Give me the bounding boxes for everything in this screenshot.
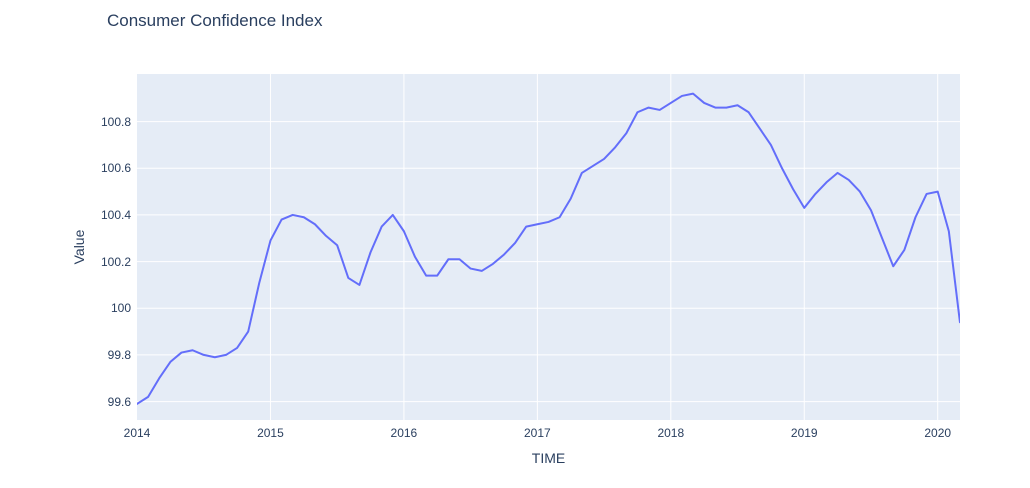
y-tick-label: 100.4 — [100, 207, 131, 222]
x-tick-label: 2019 — [790, 426, 818, 440]
x-tick-label: 2020 — [924, 426, 952, 440]
plot-area[interactable] — [137, 74, 960, 420]
x-tick-label: 2017 — [523, 426, 551, 440]
x-tick-label: 2016 — [390, 426, 418, 440]
x-tick-label: 2014 — [123, 426, 151, 440]
x-tick-label: 2015 — [257, 426, 284, 440]
chart-title: Consumer Confidence Index — [107, 11, 323, 30]
y-tick-label: 99.8 — [107, 347, 131, 362]
x-axis-title: TIME — [531, 450, 566, 466]
x-tick-label: 2018 — [657, 426, 685, 440]
y-axis-title: Value — [71, 229, 87, 265]
line-series — [137, 92, 960, 405]
y-tick-label: 100.6 — [100, 161, 131, 176]
y-tick-label: 100 — [110, 301, 131, 316]
y-tick-label: 99.6 — [107, 394, 131, 409]
y-tick-label: 100.2 — [100, 254, 131, 269]
y-tick-label: 100.8 — [100, 114, 131, 129]
plot-svg — [137, 74, 960, 420]
